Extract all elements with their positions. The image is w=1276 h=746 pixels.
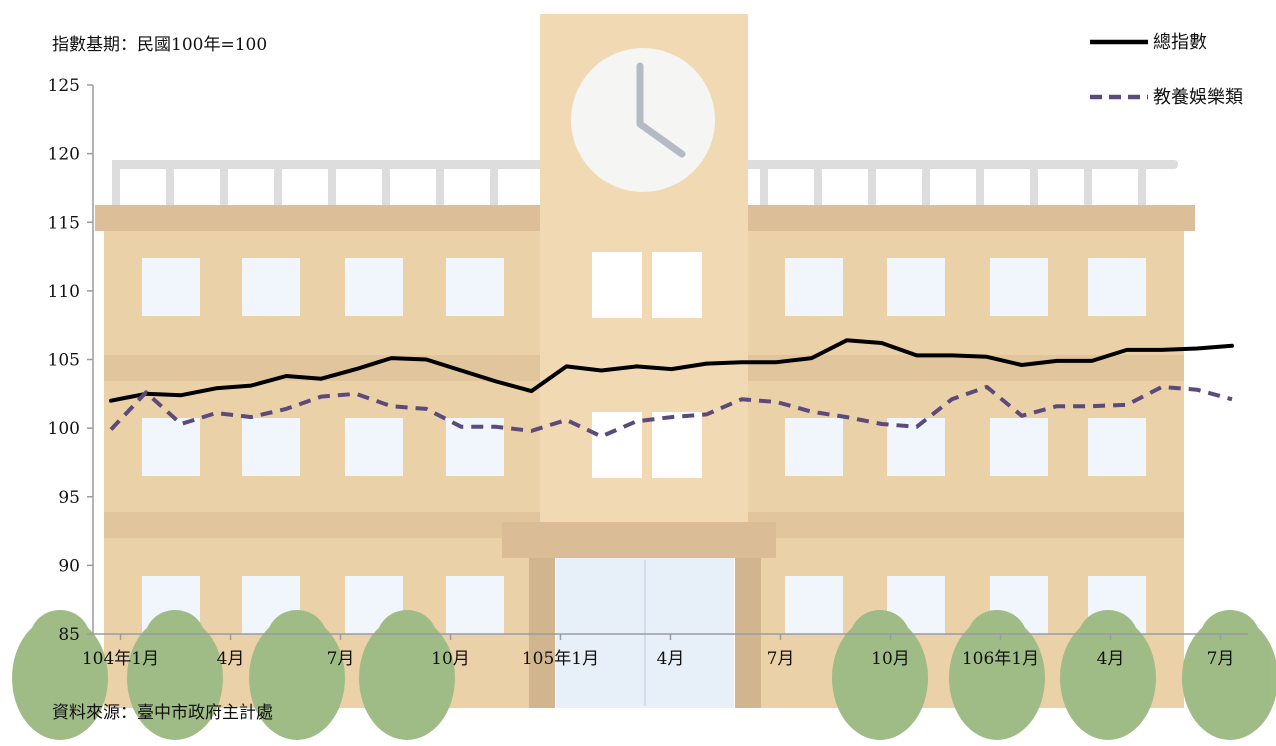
x-tick-label: 7月 <box>767 649 795 669</box>
x-tick-label: 4月 <box>657 649 685 669</box>
x-tick-label: 4月 <box>217 649 245 669</box>
entrance-canopy <box>502 522 776 558</box>
window <box>242 258 300 316</box>
railing-post <box>490 160 498 208</box>
x-tick-label: 10月 <box>871 649 910 669</box>
source-note: 資料來源：臺中市政府主計處 <box>52 703 273 723</box>
x-tick-label: 7月 <box>327 649 355 669</box>
window <box>242 418 300 476</box>
window <box>446 576 504 634</box>
window <box>1088 418 1146 476</box>
series-lines <box>109 338 1234 439</box>
x-tick-label: 7月 <box>1207 649 1235 669</box>
tree <box>127 610 223 740</box>
y-tick-label: 120 <box>48 145 80 165</box>
tower-window <box>652 252 702 318</box>
window <box>990 258 1048 316</box>
railing-post <box>220 160 228 208</box>
railing-post <box>274 160 282 208</box>
windows <box>142 252 1146 634</box>
tower-window <box>652 412 702 478</box>
tree <box>249 610 345 740</box>
tree <box>832 610 928 740</box>
tree <box>1182 610 1276 740</box>
y-ticks: 85 90 95 100 105 110 115 120 125 <box>48 76 93 645</box>
window <box>785 576 843 634</box>
tower-window <box>592 252 642 318</box>
y-tick-label: 85 <box>58 625 80 645</box>
trees <box>12 610 1276 740</box>
railing-post <box>1138 160 1146 208</box>
railing-post <box>382 160 390 208</box>
window <box>990 418 1048 476</box>
tree <box>949 610 1045 740</box>
x-tick-label: 105年1月 <box>522 649 599 669</box>
tree <box>1060 610 1156 740</box>
railing-post <box>976 160 984 208</box>
x-ticks: 104年1月 4月 7月 10月 105年1月 4月 7月 10月 106年1月 4月 7月 <box>82 634 1235 669</box>
railing-post <box>760 160 768 208</box>
school-building-illustration <box>12 14 1276 740</box>
clock-hands-icon <box>636 62 686 158</box>
x-tick-label: 4月 <box>1097 649 1125 669</box>
railing-post <box>1030 160 1038 208</box>
window <box>142 258 200 316</box>
y-tick-label: 100 <box>48 419 80 439</box>
window <box>345 418 403 476</box>
x-tick-label: 106年1月 <box>962 649 1039 669</box>
base-period-note: 指數基期：民國100年=100 <box>52 35 267 55</box>
railing-post <box>922 160 930 208</box>
railing-post <box>328 160 336 208</box>
window <box>142 418 200 476</box>
window <box>785 258 843 316</box>
tree <box>359 610 455 740</box>
x-tick-label: 10月 <box>431 649 470 669</box>
window <box>785 418 843 476</box>
entrance-pillar-left <box>529 558 555 708</box>
entrance-pillar-right <box>735 558 761 708</box>
y-tick-label: 115 <box>48 213 80 233</box>
y-tick-label: 105 <box>48 351 80 371</box>
legend: 總指數 教養娛樂類 <box>1090 32 1243 108</box>
y-tick-label: 95 <box>58 488 80 508</box>
window <box>887 418 945 476</box>
legend-label-total: 總指數 <box>1153 32 1207 53</box>
window <box>446 258 504 316</box>
y-tick-label: 110 <box>48 282 80 302</box>
railing-post <box>814 160 822 208</box>
window <box>345 258 403 316</box>
window <box>887 258 945 316</box>
railing-post <box>1084 160 1092 208</box>
legend-label-culture: 教養娛樂類 <box>1153 87 1243 108</box>
railing-post <box>868 160 876 208</box>
x-tick-label: 104年1月 <box>82 649 159 669</box>
tree <box>12 610 108 740</box>
railing-post <box>166 160 174 208</box>
railing-post <box>112 160 120 208</box>
y-tick-label: 90 <box>58 556 80 576</box>
railing-post <box>436 160 444 208</box>
y-tick-label: 125 <box>48 76 80 96</box>
window <box>1088 258 1146 316</box>
